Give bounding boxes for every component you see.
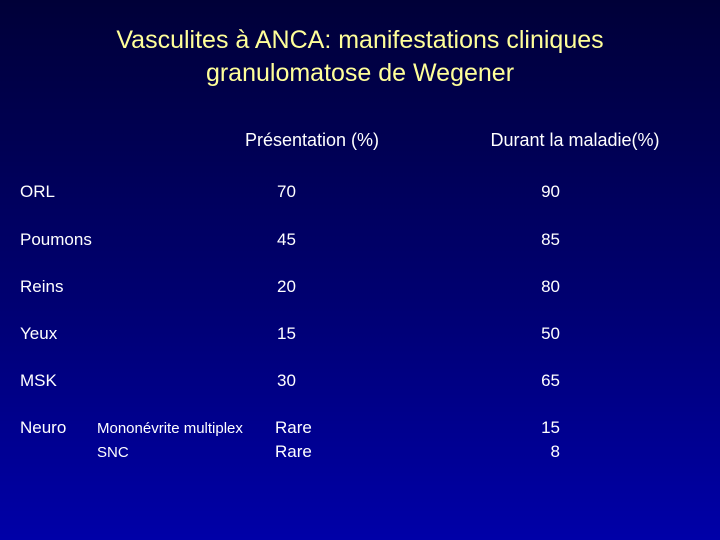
column-header: Présentation (%) [244,130,380,150]
cell: 20 [277,277,296,296]
row-label: ORL [20,182,55,201]
cell: 90 [541,182,560,201]
cell: 8 [550,442,560,461]
row-label: MSK [20,371,57,390]
row-label: Reins [20,277,64,296]
cell: 30 [277,371,296,390]
cell: 65 [541,371,560,390]
cell: 50 [541,324,560,343]
cell: 70 [277,182,296,201]
title-line: Vasculites à ANCA: manifestations cliniq… [116,26,604,54]
cell: Rare [275,442,312,461]
row-label: Poumons [20,230,92,249]
cell: 15 [541,418,560,437]
row-label: Neuro [20,418,67,437]
cell: Rare [275,418,312,437]
cell: 85 [541,230,560,249]
row-label: Yeux [20,324,58,343]
sub-label: Mononévrite multiplex [97,420,243,437]
title-line: granulomatose de Wegener [205,59,515,87]
cell: 15 [277,324,296,343]
column-header: Durant la maladie(%) [490,130,660,150]
sub-label: SNC [97,444,129,461]
cell: 45 [277,230,296,249]
cell: 80 [541,277,560,296]
